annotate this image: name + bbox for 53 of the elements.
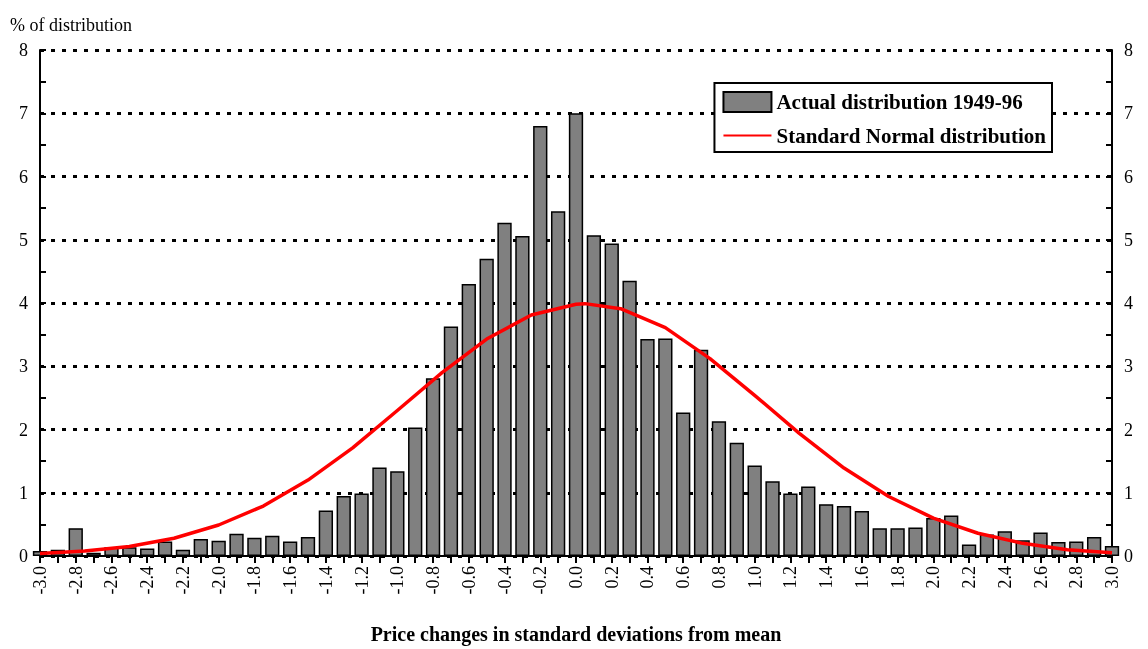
x-tick-label: -2.8 [65, 566, 86, 595]
y2-tick-label: 6 [1124, 166, 1133, 187]
y2-tick-label: 8 [1124, 40, 1133, 60]
y2-tick-label: 1 [1124, 482, 1133, 503]
y-tick-label: 5 [19, 229, 28, 250]
y-tick-label: 4 [19, 293, 28, 313]
y2-tick-label: 2 [1124, 419, 1133, 440]
x-tick-label: 2.2 [959, 566, 980, 589]
x-tick-label: -1.6 [280, 566, 301, 595]
y2-tick-label: 7 [1124, 103, 1133, 124]
x-tick-label: -2.0 [208, 566, 229, 595]
x-tick-label: 1.8 [887, 566, 908, 589]
y-tick-label: 2 [19, 419, 28, 440]
x-axis-title: Price changes in standard deviations from mean [370, 623, 782, 646]
x-tick-label: 0.0 [566, 566, 586, 589]
x-tick-label: 0.4 [637, 566, 658, 589]
x-tick-label: -1.0 [387, 566, 408, 595]
x-tick-label: -0.8 [423, 566, 444, 595]
legend-label: Actual distribution 1949-96 [776, 90, 1023, 114]
x-tick-label: -1.4 [315, 566, 336, 595]
x-tick-label: 2.8 [1066, 566, 1087, 589]
x-tick-label: -2.6 [101, 566, 122, 595]
x-tick-label: 0.8 [708, 566, 729, 589]
x-tick-label: 3.0 [1102, 566, 1122, 589]
y-axis-title: % of distribution [10, 15, 132, 35]
y2-tick-label: 4 [1124, 293, 1133, 313]
y2-tick-label: 0 [1124, 546, 1133, 566]
x-tick-label: -0.6 [458, 566, 479, 595]
x-tick-label: -2.2 [172, 566, 193, 595]
y-tick-label: 0 [19, 546, 28, 566]
x-tick-label: -1.8 [244, 566, 265, 595]
x-tick-label: 1.6 [851, 566, 872, 589]
x-tick-label: -1.2 [351, 566, 372, 595]
x-tick-label: 1.4 [816, 566, 837, 589]
y-tick-label: 6 [19, 166, 28, 187]
y2-tick-label: 3 [1124, 356, 1133, 377]
y-tick-label: 1 [19, 482, 28, 503]
x-tick-label: -0.2 [530, 566, 551, 595]
legend-label: Standard Normal distribution [776, 123, 1047, 148]
x-tick-label: 1.2 [780, 566, 801, 589]
y-tick-label: 7 [19, 103, 28, 124]
x-tick-label: 2.4 [994, 566, 1015, 589]
x-tick-label: 0.2 [601, 566, 622, 589]
x-tick-label: 1.0 [744, 566, 765, 589]
y-tick-label: 3 [19, 356, 28, 377]
x-tick-label: -0.4 [494, 566, 515, 595]
y2-tick-label: 5 [1124, 229, 1133, 250]
x-tick-label: -3.0 [30, 566, 50, 595]
x-tick-label: 2.6 [1030, 566, 1051, 589]
x-tick-label: 0.6 [673, 566, 694, 589]
y-tick-label: 8 [19, 40, 28, 60]
x-tick-label: -2.4 [137, 566, 158, 595]
x-tick-label: 2.0 [923, 566, 944, 589]
